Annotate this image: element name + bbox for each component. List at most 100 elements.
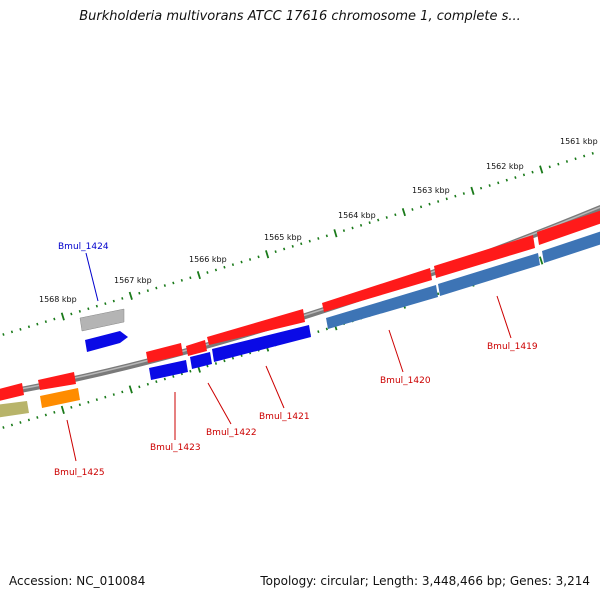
gene-bmul-1426[interactable]: [38, 372, 76, 390]
minor-tick: [189, 276, 192, 280]
minor-tick: [163, 377, 166, 381]
tick-label-1561: 1561 kbp: [560, 137, 598, 146]
gene-olive[interactable]: [0, 401, 29, 418]
minor-tick: [70, 405, 73, 409]
gene-bmul-1422[interactable]: [149, 360, 188, 380]
minor-tick: [155, 380, 158, 384]
tick-label-1566: 1566 kbp: [189, 255, 227, 264]
leader-bmul-1419: [496, 295, 512, 339]
minor-tick: [377, 218, 380, 222]
minor-tick: [291, 244, 294, 248]
gene-bmul-1422b[interactable]: [190, 352, 212, 369]
minor-tick: [214, 268, 218, 272]
minor-tick: [497, 181, 500, 185]
major-tick: [60, 405, 65, 414]
gene-bmul-1419a[interactable]: [434, 235, 535, 278]
gene-bmul-1421-inner[interactable]: [212, 325, 311, 362]
gene-bmul-1419[interactable]: [438, 253, 540, 296]
tick-label-1562: 1562 kbp: [486, 162, 524, 171]
minor-tick: [591, 151, 594, 155]
leader-bmul-1424: [85, 252, 99, 302]
major-tick: [265, 250, 270, 259]
minor-tick: [44, 320, 47, 324]
minor-tick: [325, 327, 328, 331]
minor-tick: [514, 176, 517, 179]
major-tick: [128, 291, 133, 300]
major-tick: [60, 312, 65, 321]
gene-bmul-1424[interactable]: [79, 308, 125, 332]
gene-bmul-1425-upper[interactable]: [0, 383, 24, 402]
gene-bmul-1418[interactable]: [537, 209, 600, 245]
minor-tick: [138, 291, 141, 295]
major-tick: [539, 165, 544, 174]
minor-tick: [206, 271, 209, 274]
minor-tick: [95, 304, 98, 308]
minor-tick: [548, 165, 551, 169]
minor-tick: [87, 400, 90, 404]
minor-tick: [557, 162, 560, 166]
minor-tick: [445, 197, 448, 201]
minor-tick: [231, 356, 235, 360]
minor-tick: [411, 208, 414, 211]
gene-bmul-1425[interactable]: [40, 388, 80, 408]
minor-tick: [2, 333, 5, 336]
minor-tick: [180, 278, 183, 282]
gene-bmul-1423b[interactable]: [186, 340, 207, 356]
major-tick: [333, 229, 338, 238]
gene-bmul-1420-inner[interactable]: [326, 285, 438, 329]
minor-tick: [488, 184, 491, 187]
label-bmul-1424: Bmul_1424: [58, 242, 109, 252]
minor-tick: [189, 369, 192, 373]
minor-tick: [172, 281, 175, 285]
minor-tick: [19, 421, 22, 424]
minor-tick: [368, 221, 371, 225]
minor-tick: [531, 170, 534, 174]
minor-tick: [146, 289, 149, 293]
minor-tick: [317, 237, 320, 240]
gene-bmul-1423[interactable]: [146, 343, 183, 363]
minor-tick: [223, 265, 226, 269]
minor-tick: [325, 234, 328, 238]
leader-bmul-1422: [207, 382, 232, 425]
leader-bmul-1421: [265, 365, 285, 409]
label-bmul-1420: Bmul_1420: [380, 376, 431, 386]
minor-tick: [78, 403, 81, 407]
minor-tick: [419, 205, 423, 209]
minor-tick: [112, 393, 115, 396]
minor-tick: [112, 299, 115, 303]
minor-tick: [155, 286, 158, 290]
minor-tick: [359, 223, 363, 227]
minor-tick: [574, 157, 577, 161]
minor-tick: [138, 385, 141, 389]
gene-bmul-1418-inner[interactable]: [542, 230, 600, 263]
gene-bmul-1421[interactable]: [207, 309, 305, 345]
gene-bmul-1424-inner[interactable]: [85, 331, 128, 352]
reverse-genes: [0, 230, 600, 418]
tick-label-1568: 1568 kbp: [39, 295, 77, 304]
minor-tick: [248, 258, 252, 261]
label-bmul-1421: Bmul_1421: [259, 412, 310, 422]
minor-tick: [121, 390, 124, 394]
minor-tick: [10, 423, 14, 427]
minor-tick: [437, 292, 440, 296]
major-tick: [196, 271, 201, 280]
minor-tick: [317, 330, 320, 334]
minor-tick: [214, 362, 218, 365]
minor-tick: [462, 192, 465, 195]
label-bmul-1419: Bmul_1419: [487, 342, 538, 352]
minor-tick: [479, 186, 483, 190]
minor-tick: [104, 395, 107, 399]
minor-tick: [36, 322, 39, 326]
minor-tick: [231, 263, 235, 267]
minor-tick: [283, 247, 286, 251]
gene-bmul-1420[interactable]: [322, 268, 432, 312]
minor-tick: [351, 226, 354, 230]
minor-tick: [308, 239, 311, 243]
label-bmul-1422: Bmul_1422: [206, 428, 257, 438]
label-leaders: [66, 252, 512, 462]
minor-tick: [95, 398, 98, 402]
minor-tick: [121, 297, 124, 300]
minor-tick: [19, 327, 22, 331]
minor-tick: [505, 178, 508, 182]
accession-text: Accession: NC_010084: [9, 574, 146, 588]
